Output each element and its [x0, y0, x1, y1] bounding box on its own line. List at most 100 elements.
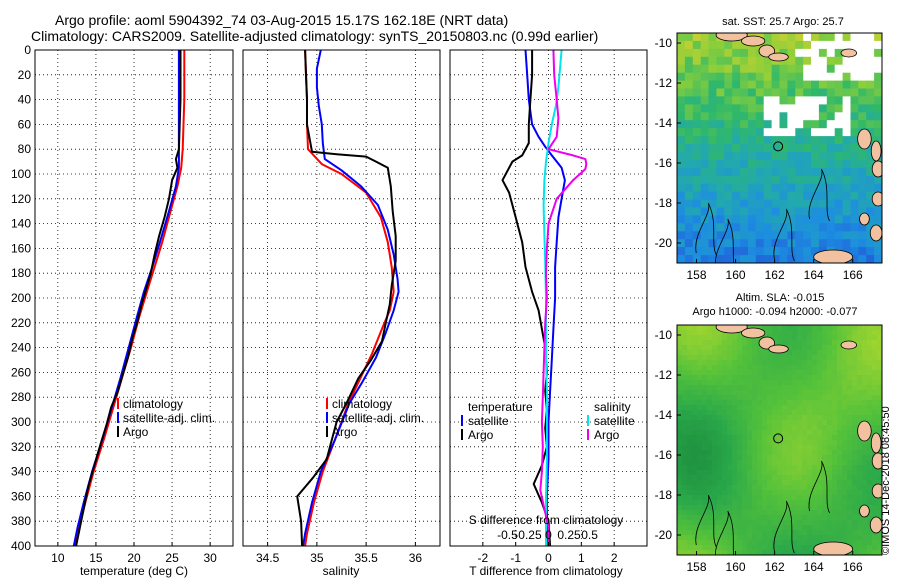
map-cell — [818, 136, 828, 145]
map-cell — [742, 360, 748, 366]
map-cell — [707, 500, 713, 506]
map-cell — [858, 167, 867, 177]
map-cell — [872, 335, 878, 341]
map-cell — [862, 470, 868, 476]
map-cell — [862, 475, 868, 481]
map-cell — [779, 136, 788, 145]
map-cell — [795, 96, 804, 105]
map-cell — [811, 167, 820, 177]
map-cell — [832, 465, 838, 471]
map-cell — [872, 420, 878, 426]
map-cell — [762, 325, 768, 331]
map-cell — [832, 500, 838, 506]
map-cell — [757, 515, 763, 521]
map-cell — [732, 247, 741, 256]
map-cell — [747, 400, 753, 406]
map-cell — [772, 365, 778, 371]
map-cell — [767, 385, 773, 391]
map-cell — [717, 380, 723, 386]
map-cell — [762, 535, 768, 541]
map-cell — [684, 88, 694, 97]
map-cell — [866, 144, 875, 153]
map-cell — [724, 104, 733, 113]
map-cell — [677, 475, 683, 481]
map-cell — [692, 335, 698, 341]
map-cell — [862, 360, 868, 366]
map-cell — [874, 120, 882, 129]
map-cell — [818, 88, 828, 97]
map-cell — [707, 525, 713, 531]
map-cell — [762, 530, 768, 536]
map-cell — [697, 460, 703, 466]
map-cell — [867, 375, 873, 381]
map-cell — [712, 520, 718, 526]
map-cell — [767, 380, 773, 386]
map-cell — [742, 350, 748, 356]
map-cell — [697, 420, 703, 426]
map-cell — [762, 470, 768, 476]
map-cell — [732, 435, 738, 441]
map-cell — [708, 120, 717, 129]
map-cell — [677, 520, 683, 526]
map-cell — [755, 167, 765, 177]
map-cell — [732, 345, 738, 351]
map-cell — [872, 535, 878, 541]
map-cell — [692, 167, 702, 177]
map-cell — [782, 500, 788, 506]
map-cell — [826, 56, 836, 66]
map-cell — [692, 144, 702, 153]
map-cell — [792, 410, 798, 416]
map-cell — [677, 255, 686, 263]
map-cell — [852, 470, 858, 476]
map-cell — [807, 430, 813, 436]
map-cell — [763, 112, 773, 121]
series-line-argo — [296, 50, 397, 546]
map-cell — [872, 480, 878, 486]
map-cell — [792, 325, 798, 331]
map-x-tick-label: 166 — [843, 560, 863, 574]
map-cell — [727, 410, 733, 416]
map-cell — [747, 455, 753, 461]
map-cell — [752, 420, 758, 426]
map-cell — [818, 64, 828, 74]
map-cell — [682, 550, 688, 555]
map-cell — [857, 385, 863, 391]
map-cell — [712, 465, 718, 471]
map-cell — [732, 360, 738, 366]
map-cell — [827, 465, 833, 471]
map-cell — [858, 40, 867, 50]
map-cell — [697, 435, 703, 441]
map-cell — [677, 455, 683, 461]
map-cell — [877, 380, 882, 386]
map-cell — [716, 167, 725, 177]
map-cell — [807, 360, 813, 366]
map-cell — [707, 385, 713, 391]
depth-tick-label: 100 — [11, 167, 31, 181]
map-cell — [812, 405, 818, 411]
map-cell — [687, 405, 693, 411]
map-cell — [877, 325, 882, 331]
map-cell — [708, 183, 717, 193]
map-cell — [771, 120, 780, 129]
map-cell — [716, 247, 725, 256]
map-cell — [782, 335, 788, 341]
map-cell — [717, 390, 723, 396]
map-cell — [850, 183, 859, 193]
map-cell — [708, 207, 717, 216]
map-cell — [862, 415, 868, 421]
map-cell — [862, 355, 868, 361]
s-tick-label: -0.5 — [497, 528, 518, 542]
map-cell — [867, 535, 873, 541]
map-cell — [779, 112, 788, 121]
map-cell — [826, 159, 836, 169]
map-cell — [692, 191, 702, 200]
map-cell — [792, 425, 798, 431]
map-cell — [803, 152, 812, 161]
map-cell — [862, 515, 868, 521]
map-cell — [822, 480, 828, 486]
map-cell — [708, 191, 717, 200]
map-cell — [722, 385, 728, 391]
map-cell — [818, 72, 828, 82]
map-cell — [842, 223, 851, 232]
map-cell — [812, 470, 818, 476]
